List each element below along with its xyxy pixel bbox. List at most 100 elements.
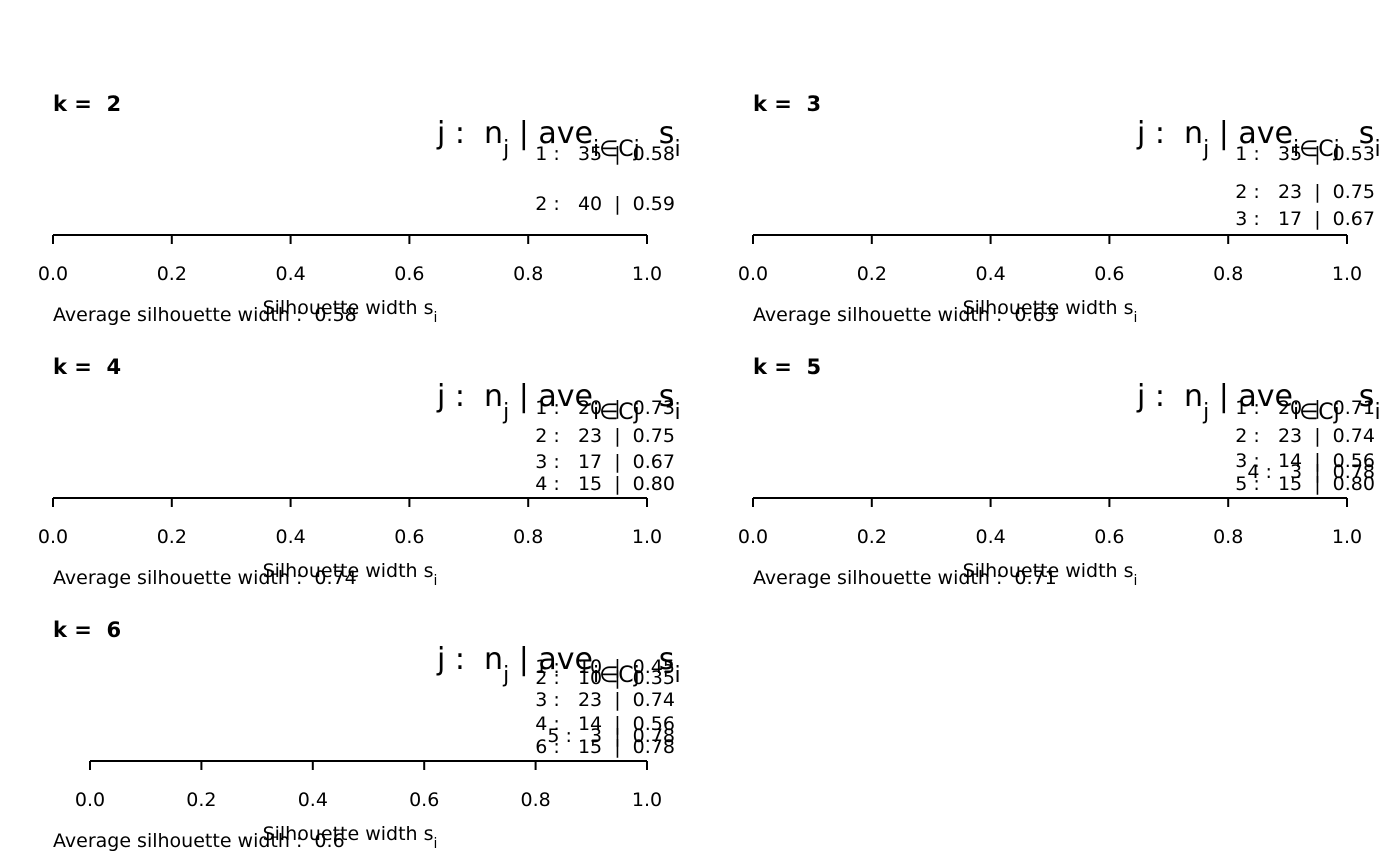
x-tick-label: 0.8 bbox=[1213, 263, 1243, 285]
cluster-row: 2 : 40 | 0.59 bbox=[535, 193, 675, 215]
subscript: i∈Cj bbox=[593, 400, 640, 425]
cluster-row: 1 : 20 | 0.73 bbox=[535, 397, 675, 419]
chart-title: k = 5 bbox=[753, 355, 821, 379]
x-tick-label: 0.6 bbox=[1094, 526, 1124, 548]
subscript: i bbox=[674, 137, 680, 162]
x-axis-label: Silhouette width si bbox=[963, 560, 1138, 589]
text-part: | ave bbox=[509, 116, 593, 151]
text-part: s bbox=[1340, 116, 1375, 151]
subscript: i bbox=[1134, 573, 1138, 589]
x-tick-label: 1.0 bbox=[632, 789, 662, 811]
footer: Average silhouette width : 0.74 bbox=[53, 567, 357, 589]
text-part: Silhouette width s bbox=[263, 823, 434, 845]
x-tick-label: 0.8 bbox=[1213, 526, 1243, 548]
x-axis-label: Silhouette width si bbox=[963, 297, 1138, 326]
text-part: s bbox=[1340, 379, 1375, 414]
text-part: j : n bbox=[436, 116, 503, 151]
text-part: s bbox=[640, 379, 675, 414]
x-tick-label: 0.4 bbox=[298, 789, 328, 811]
text-part: j : n bbox=[1136, 379, 1203, 414]
subscript: i bbox=[1134, 310, 1138, 326]
x-tick-label: 0.4 bbox=[975, 526, 1005, 548]
x-tick-label: 0.0 bbox=[75, 789, 105, 811]
x-tick-label: 0.6 bbox=[394, 263, 424, 285]
subscript: i∈Cj bbox=[593, 137, 640, 162]
cluster-row: 5 : 15 | 0.80 bbox=[1235, 473, 1375, 495]
footer: Average silhouette width : 0.71 bbox=[753, 567, 1057, 589]
subscript: i bbox=[674, 663, 680, 688]
text-part: j : n bbox=[436, 642, 503, 677]
x-tick-label: 0.2 bbox=[157, 263, 187, 285]
x-axis-label: Silhouette width si bbox=[263, 560, 438, 589]
chart-title: k = 6 bbox=[53, 618, 121, 642]
text-part: j : n bbox=[436, 379, 503, 414]
x-axis-label: Silhouette width si bbox=[263, 823, 438, 852]
cluster-row: 1 : 35 | 0.53 bbox=[1235, 143, 1375, 165]
header: j : nj | avei∈Cj si bbox=[436, 116, 681, 162]
cluster-row: 2 : 23 | 0.74 bbox=[1235, 425, 1375, 447]
x-tick-label: 0.2 bbox=[157, 526, 187, 548]
subscript: i bbox=[434, 310, 438, 326]
chart-title: k = 3 bbox=[753, 92, 821, 116]
text-part: | ave bbox=[509, 379, 593, 414]
x-tick-label: 0.0 bbox=[738, 263, 768, 285]
subscript: i∈Cj bbox=[593, 663, 640, 688]
text-part: | ave bbox=[1209, 116, 1293, 151]
cluster-row: 1 : 10 | 0.45 bbox=[535, 656, 675, 678]
subscript: i bbox=[1374, 137, 1380, 162]
subscript: j bbox=[502, 663, 509, 688]
chart-title: k = 2 bbox=[53, 92, 121, 116]
x-tick-label: 0.4 bbox=[275, 526, 305, 548]
header: j : nj | avei∈Cj si bbox=[436, 379, 681, 425]
cluster-row: 1 : 20 | 0.71 bbox=[1235, 397, 1375, 419]
cluster-row: 2 : 10 | 0.35 bbox=[535, 667, 675, 689]
x-axis-label: Silhouette width si bbox=[263, 297, 438, 326]
header: j : nj | avei∈Cj si bbox=[1136, 116, 1381, 162]
subscript: i bbox=[434, 836, 438, 852]
cluster-row: 4 : 3 | 0.78 bbox=[1247, 461, 1375, 483]
x-tick-label: 1.0 bbox=[1332, 263, 1362, 285]
x-tick-label: 0.8 bbox=[520, 789, 550, 811]
text-part: s bbox=[640, 642, 675, 677]
x-tick-label: 0.0 bbox=[38, 526, 68, 548]
subscript: i bbox=[674, 400, 680, 425]
subscript: i bbox=[1374, 400, 1380, 425]
x-tick-label: 1.0 bbox=[1332, 526, 1362, 548]
x-tick-label: 1.0 bbox=[632, 263, 662, 285]
cluster-row: 2 : 23 | 0.75 bbox=[535, 425, 675, 447]
text-part: Silhouette width s bbox=[963, 297, 1134, 319]
x-tick-label: 0.6 bbox=[1094, 263, 1124, 285]
subscript: j bbox=[502, 400, 509, 425]
footer: Average silhouette width : 0.58 bbox=[53, 304, 357, 326]
x-tick-label: 0.6 bbox=[409, 789, 439, 811]
text-part: j : n bbox=[1136, 116, 1203, 151]
cluster-row: 5 : 3 | 0.78 bbox=[547, 725, 675, 747]
footer: Average silhouette width : 0.6 bbox=[53, 830, 345, 852]
x-tick-label: 0.2 bbox=[186, 789, 216, 811]
subscript: j bbox=[502, 137, 509, 162]
x-tick-label: 0.6 bbox=[394, 526, 424, 548]
chart-title: k = 4 bbox=[53, 355, 121, 379]
cluster-row: 4 : 15 | 0.80 bbox=[535, 473, 675, 495]
subscript: j bbox=[1202, 400, 1209, 425]
x-tick-label: 0.4 bbox=[975, 263, 1005, 285]
header: j : nj | avei∈Cj si bbox=[1136, 379, 1381, 425]
cluster-row: 1 : 35 | 0.58 bbox=[535, 143, 675, 165]
text-part: Silhouette width s bbox=[263, 297, 434, 319]
x-tick-label: 1.0 bbox=[632, 526, 662, 548]
x-tick-label: 0.2 bbox=[857, 263, 887, 285]
header: j : nj | avei∈Cj si bbox=[436, 642, 681, 688]
cluster-row: 3 : 23 | 0.74 bbox=[535, 689, 675, 711]
text-part: | ave bbox=[1209, 379, 1293, 414]
subscript: i∈Cj bbox=[1293, 400, 1340, 425]
cluster-row: 2 : 23 | 0.75 bbox=[1235, 181, 1375, 203]
cluster-row: 4 : 14 | 0.56 bbox=[535, 713, 675, 735]
x-tick-label: 0.4 bbox=[275, 263, 305, 285]
text-part: | ave bbox=[509, 642, 593, 677]
cluster-row: 6 : 15 | 0.78 bbox=[535, 736, 675, 758]
x-tick-label: 0.0 bbox=[738, 526, 768, 548]
cluster-row: 3 : 17 | 0.67 bbox=[1235, 208, 1375, 230]
x-tick-label: 0.8 bbox=[513, 263, 543, 285]
cluster-row: 3 : 17 | 0.67 bbox=[535, 451, 675, 473]
